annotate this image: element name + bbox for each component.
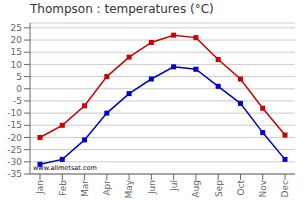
svg-text:Jul: Jul xyxy=(169,180,179,192)
svg-text:May: May xyxy=(124,179,134,198)
svg-text:15: 15 xyxy=(11,47,22,57)
svg-text:Jan: Jan xyxy=(35,180,45,195)
html-text:Thompson : temperatures (°C): Thompson : temperatures (°C) xyxy=(30,2,214,16)
svg-text:Sep: Sep xyxy=(214,180,224,197)
svg-text:-5: -5 xyxy=(13,96,22,106)
svg-text:-30: -30 xyxy=(7,157,22,167)
svg-text:Dec: Dec xyxy=(280,180,290,197)
svg-text:-25: -25 xyxy=(7,145,22,155)
svg-text:0: 0 xyxy=(16,84,22,94)
svg-text:Mar: Mar xyxy=(80,180,90,197)
svg-text:-15: -15 xyxy=(7,120,22,130)
svg-text:Aug: Aug xyxy=(191,180,201,198)
svg-text:20: 20 xyxy=(11,35,23,45)
svg-text:Nov: Nov xyxy=(258,179,268,197)
svg-text:-20: -20 xyxy=(7,133,22,143)
svg-text:Apr: Apr xyxy=(102,180,112,196)
svg-text:-35: -35 xyxy=(7,169,22,179)
svg-text:Feb: Feb xyxy=(58,180,68,196)
svg-text:25: 25 xyxy=(11,23,22,33)
svg-text:-10: -10 xyxy=(7,108,22,118)
svg-text:Jun: Jun xyxy=(147,180,157,195)
svg-text:5: 5 xyxy=(16,72,22,82)
html-text:www.allmetsat.com: www.allmetsat.com xyxy=(33,164,97,172)
svg-text:Oct: Oct xyxy=(236,180,246,196)
svg-text:10: 10 xyxy=(11,60,23,70)
